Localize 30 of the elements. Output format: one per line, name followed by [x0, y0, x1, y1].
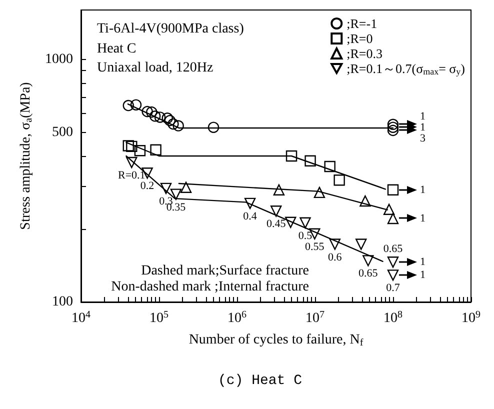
annotation: 0.5 — [298, 230, 313, 242]
annotation: 0.4 — [243, 210, 258, 222]
annotation: 1 — [420, 121, 426, 134]
annotation: Heat C — [97, 42, 136, 56]
annotation: 0.55 — [305, 240, 325, 253]
annotation: Non-dashed mark ;Internal fracture — [111, 280, 309, 294]
y-tick-label: 100 — [52, 294, 73, 310]
annotation: 1 — [420, 110, 426, 122]
annotation: 1 — [420, 256, 426, 268]
legend-label: ;R=-1 — [346, 16, 378, 31]
annotation: 1 — [420, 269, 426, 282]
annotation: Dashed mark;Surface fracture — [141, 264, 309, 278]
annotation: 0.6 — [328, 251, 342, 264]
annotation: 0.2 — [140, 180, 154, 192]
annotation: Uniaxal load, 120Hz — [97, 60, 214, 76]
y-tick-label: 500 — [52, 125, 73, 140]
legend-label: ;R=0.3 — [346, 46, 383, 61]
annotation: R=0.1 — [118, 170, 146, 182]
legend-label: ;R=0 — [346, 31, 373, 46]
annotation: 0.7 — [386, 282, 400, 294]
y-tick-label: 1000 — [45, 52, 73, 67]
y-axis-title: Stress amplitude, σa(MPa) — [18, 82, 35, 230]
text: (c) Heat C — [218, 373, 302, 389]
annotation: Ti-6Al-4V(900MPa class) — [97, 22, 244, 36]
annotation: 1 — [420, 184, 426, 196]
annotation: 0.65 — [383, 243, 404, 256]
annotation: 0.45 — [266, 218, 286, 230]
annotation: 0.65 — [358, 268, 378, 280]
annotation: 1 — [420, 212, 426, 224]
annotation: 3 — [420, 132, 426, 144]
